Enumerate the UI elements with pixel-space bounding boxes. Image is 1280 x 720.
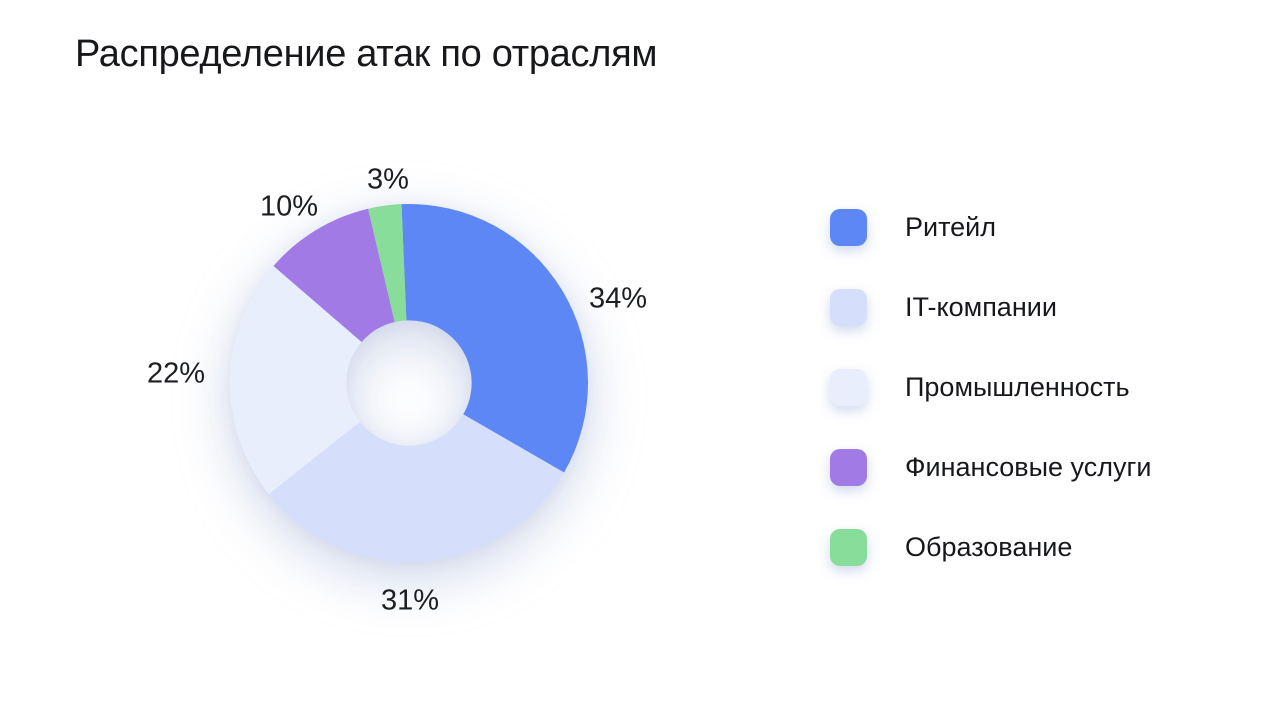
legend-label: Ритейл (905, 212, 997, 242)
pie-segment-1 (268, 414, 565, 563)
donut-segments (230, 204, 588, 563)
pie-segment-2 (230, 266, 362, 495)
legend-swatch-icon (830, 529, 867, 566)
legend-item-retail: Ритейл (830, 209, 1151, 246)
legend-item-finance: Финансовые услуги (830, 449, 1151, 486)
legend-label: Финансовые услуги (905, 452, 1152, 482)
pie-value-label-finance: 10% (259, 190, 319, 223)
pie-segment-0 (401, 204, 588, 473)
legend-label: Промышленность (905, 372, 1130, 402)
pie-segment-4 (368, 204, 407, 323)
pie-value-label-it: 31% (380, 584, 440, 617)
legend-label: Образование (905, 532, 1073, 562)
legend-swatch-icon (830, 369, 867, 406)
chart-legend: Ритейл IT-компании Промышленность Финанс… (830, 209, 1151, 566)
legend-swatch-icon (830, 449, 867, 486)
legend-item-industry: Промышленность (830, 369, 1151, 406)
pie-value-label-industry: 22% (146, 357, 206, 390)
legend-label: IT-компании (905, 292, 1057, 322)
page-title: Распределение атак по отраслям (75, 33, 658, 75)
legend-swatch-icon (830, 289, 867, 326)
pie-segment-3 (273, 208, 395, 343)
legend-swatch-icon (830, 209, 867, 246)
pie-value-label-retail: 34% (588, 282, 648, 315)
legend-item-education: Образование (830, 529, 1151, 566)
pie-value-label-education: 3% (367, 163, 409, 196)
legend-item-it: IT-компании (830, 289, 1151, 326)
